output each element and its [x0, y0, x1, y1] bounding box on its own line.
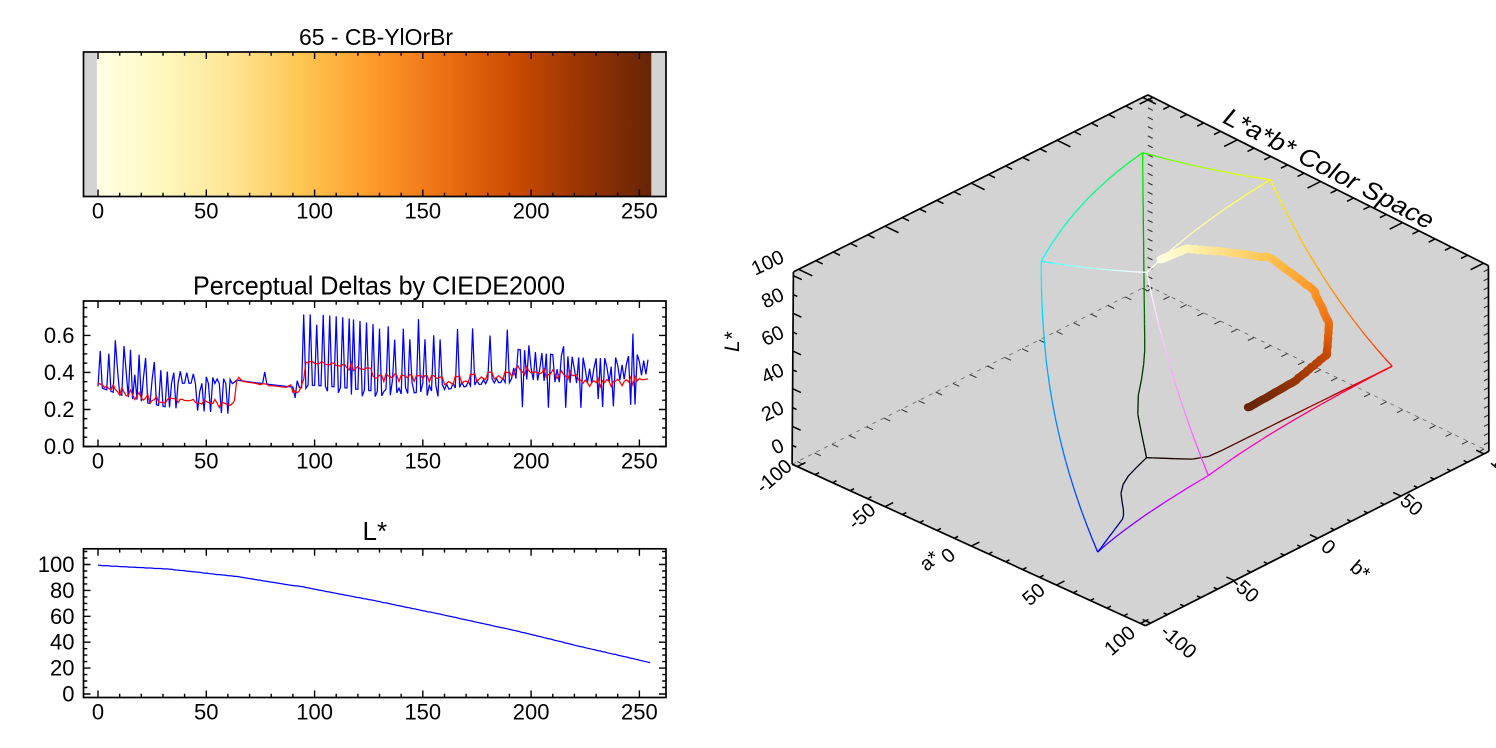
svg-text:L*: L* — [721, 331, 744, 352]
svg-text:20: 20 — [50, 656, 74, 681]
svg-text:0: 0 — [768, 435, 787, 460]
svg-text:-50: -50 — [844, 499, 880, 535]
svg-text:b*: b* — [1345, 556, 1374, 585]
svg-text:60: 60 — [50, 604, 74, 629]
svg-text:65 - CB-YlOrBr: 65 - CB-YlOrBr — [299, 24, 453, 50]
svg-text:L*: L* — [363, 516, 388, 546]
svg-text:0: 0 — [92, 449, 104, 474]
svg-text:40: 40 — [758, 359, 787, 388]
svg-text:60: 60 — [758, 322, 787, 351]
svg-text:100: 100 — [296, 449, 333, 474]
svg-text:150: 150 — [404, 700, 441, 725]
svg-text:80: 80 — [50, 578, 74, 603]
svg-text:200: 200 — [513, 449, 550, 474]
svg-text:0: 0 — [92, 199, 104, 224]
svg-text:20: 20 — [758, 397, 787, 426]
svg-text:150: 150 — [404, 199, 441, 224]
svg-text:150: 150 — [404, 449, 441, 474]
svg-text:200: 200 — [513, 700, 550, 725]
svg-text:200: 200 — [513, 199, 550, 224]
svg-text:0.2: 0.2 — [44, 397, 75, 422]
svg-text:40: 40 — [50, 630, 74, 655]
svg-text:100: 100 — [748, 246, 788, 280]
svg-text:100: 100 — [1486, 450, 1496, 488]
svg-text:100: 100 — [38, 552, 75, 577]
svg-text:50: 50 — [1018, 579, 1049, 610]
svg-text:0: 0 — [62, 682, 74, 707]
svg-text:Perceptual Deltas by CIEDE2000: Perceptual Deltas by CIEDE2000 — [193, 271, 565, 301]
svg-text:50: 50 — [194, 449, 218, 474]
svg-text:100: 100 — [296, 199, 333, 224]
svg-text:250: 250 — [621, 199, 658, 224]
svg-text:50: 50 — [194, 700, 218, 725]
svg-text:50: 50 — [194, 199, 218, 224]
svg-text:0: 0 — [1317, 536, 1340, 560]
svg-text:0: 0 — [92, 700, 104, 725]
svg-text:0.0: 0.0 — [44, 434, 75, 459]
svg-text:0.4: 0.4 — [44, 360, 75, 385]
svg-text:250: 250 — [621, 700, 658, 725]
svg-text:0.6: 0.6 — [44, 323, 75, 348]
svg-text:100: 100 — [296, 700, 333, 725]
svg-text:-100: -100 — [752, 455, 797, 498]
svg-text:-100: -100 — [1156, 621, 1201, 664]
svg-text:250: 250 — [621, 449, 658, 474]
svg-text:100: 100 — [1100, 622, 1140, 660]
svg-text:80: 80 — [758, 284, 787, 313]
